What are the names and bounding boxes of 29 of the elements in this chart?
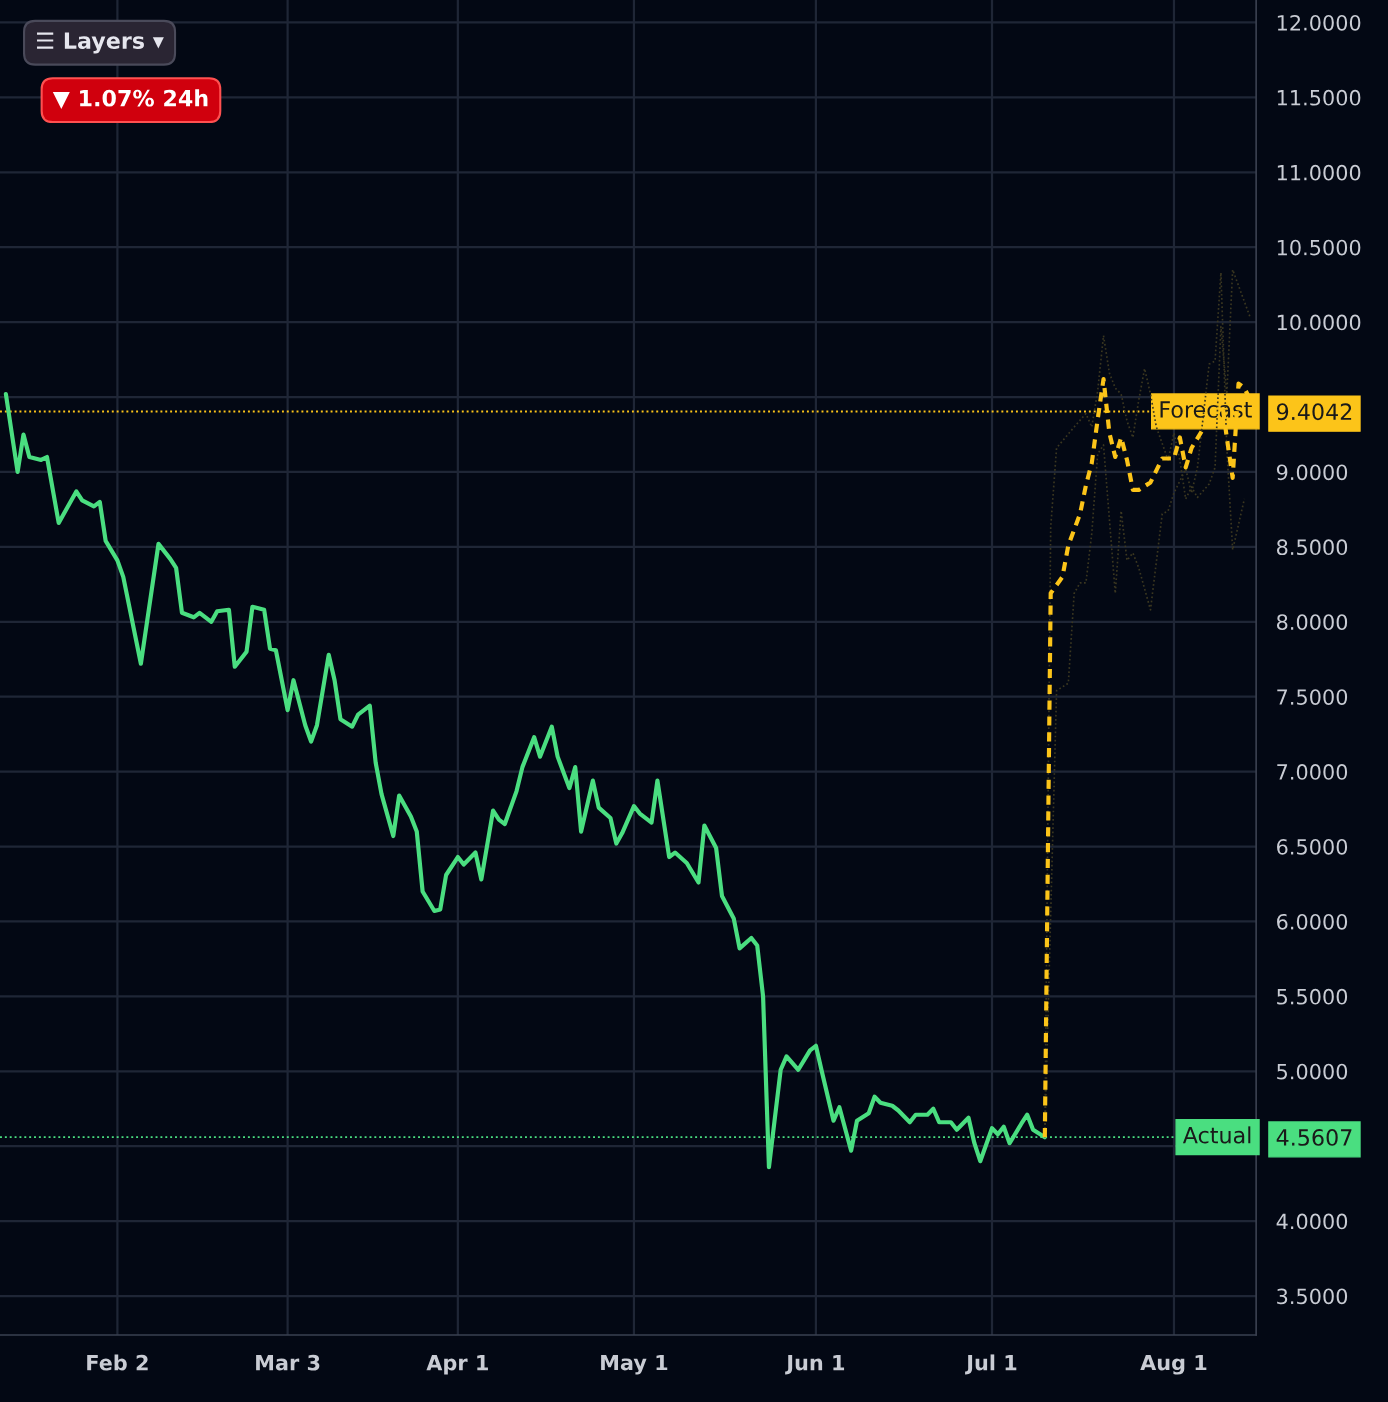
ref-line-label: Forecast xyxy=(1160,401,1252,418)
y-tick-label: 4.0000 xyxy=(1276,1213,1348,1230)
y-tick-label: 6.5000 xyxy=(1277,838,1348,855)
y-tick-label: 6.0000 xyxy=(1277,913,1348,930)
x-tick-label: Aug 1 xyxy=(1140,1354,1207,1375)
y-tick-label: 5.5000 xyxy=(1277,988,1348,1005)
y-tick-label: 10.5000 xyxy=(1277,239,1361,256)
y-tick-label: 7.5000 xyxy=(1277,689,1348,705)
x-tick-label: Apr 1 xyxy=(426,1355,488,1375)
x-tick-label: Jul 1 xyxy=(965,1354,1017,1375)
y-tick-label: 11.5000 xyxy=(1277,89,1361,106)
y-tick-label: 8.0000 xyxy=(1277,614,1348,631)
y-tick-label: 11.0000 xyxy=(1277,164,1361,181)
y-tick-label: 3.5000 xyxy=(1277,1288,1348,1305)
annotation: ☰ Layers ▾ xyxy=(37,32,164,54)
y-tick-label: 12.0000 xyxy=(1277,14,1361,31)
y-tick-label: 8.5000 xyxy=(1277,539,1348,556)
ref-line-label: Actual xyxy=(1182,1126,1251,1144)
annotation: ▼ 1.07% 24h xyxy=(52,89,208,109)
x-tick-label: Jun 1 xyxy=(785,1355,845,1375)
x-tick-label: Feb 2 xyxy=(87,1354,148,1371)
x-tick-label: May 1 xyxy=(601,1354,668,1375)
y-tick-label: 7.0000 xyxy=(1277,764,1348,780)
y-tick-label: 5.0000 xyxy=(1277,1063,1348,1080)
y-tick-label: 4.5607 xyxy=(1276,1129,1352,1146)
y-tick-label: 9.4042 xyxy=(1276,403,1352,421)
x-tick-label: Mar 3 xyxy=(256,1354,320,1371)
y-tick-label: 9.0000 xyxy=(1276,464,1348,481)
y-tick-label: 10.0000 xyxy=(1277,314,1361,331)
